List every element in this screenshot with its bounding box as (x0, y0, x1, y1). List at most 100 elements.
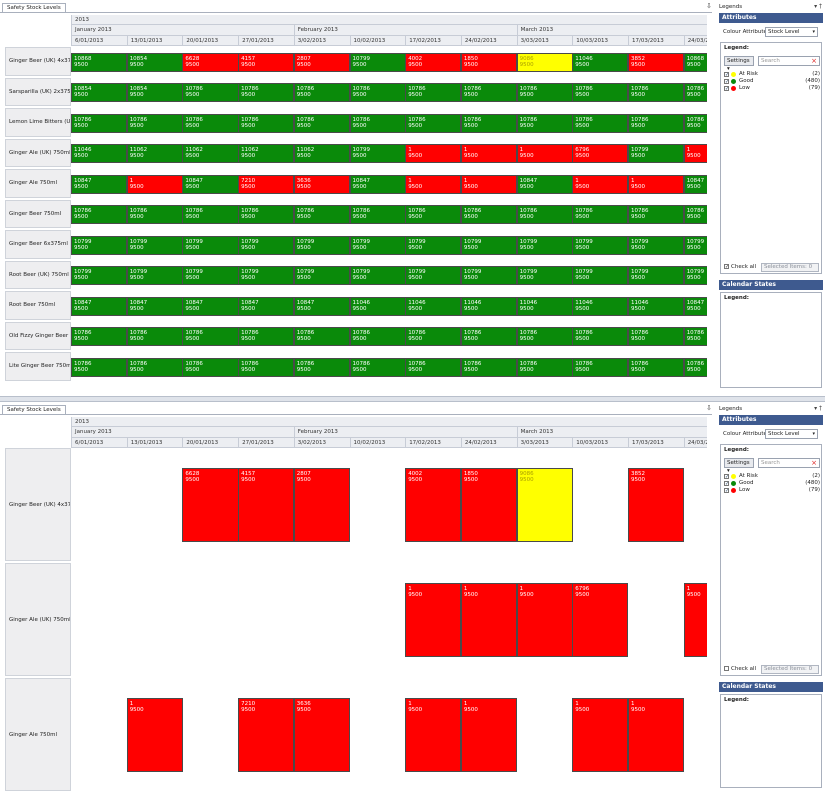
resource-row-label[interactable]: Ginger Ale (UK) 750ml (5, 138, 71, 167)
stock-block[interactable]: 1 9500 (628, 174, 685, 194)
stock-block[interactable]: 10799 9500 (460, 266, 518, 285)
stock-block[interactable]: 11046 9500 (572, 52, 629, 72)
resource-row-label[interactable]: Ginger Beer 6x375ml (5, 230, 71, 259)
stock-block[interactable]: 10799 9500 (126, 266, 183, 285)
stock-block[interactable]: 10799 9500 (71, 266, 128, 285)
stock-block[interactable]: 10799 9500 (516, 266, 573, 285)
stock-block[interactable]: 10786 9500 (71, 327, 128, 346)
stock-block[interactable]: 10786 9500 (405, 83, 462, 102)
stock-block[interactable]: 1 9500 (516, 144, 573, 163)
resource-row-label[interactable]: Root Beer (UK) 750ml (5, 260, 71, 289)
stock-block[interactable]: 10786 9500 (349, 113, 406, 133)
stock-block[interactable]: 10786 9500 (238, 113, 295, 133)
stock-block[interactable]: 10847 9500 (516, 174, 573, 194)
panel-splitter[interactable] (0, 396, 825, 402)
stock-block[interactable]: 3636 9500 (293, 174, 350, 194)
stock-block[interactable]: 11062 9500 (182, 144, 239, 163)
selected-items-button[interactable]: Selected Items: 0 (761, 263, 819, 272)
stock-block[interactable]: 6628 9500 (182, 468, 239, 542)
checkbox[interactable]: ✓ (724, 481, 730, 487)
clear-icon[interactable]: × (811, 459, 817, 467)
stock-block[interactable]: 10847 9500 (293, 296, 350, 316)
stock-block[interactable]: 10786 9500 (516, 205, 573, 224)
checkbox[interactable]: ✓ (724, 474, 730, 480)
stock-block[interactable]: 10786 9500 (516, 83, 573, 102)
stock-block[interactable]: 10786 9500 (572, 327, 629, 346)
resource-row-label[interactable]: Root Beer 750ml (5, 291, 71, 320)
stock-block[interactable]: 2807 9500 (293, 52, 350, 72)
stock-block[interactable]: 10868 9500 (683, 52, 707, 72)
stock-block[interactable]: 10799 9500 (683, 235, 707, 255)
stock-block[interactable]: 10786 9500 (182, 113, 239, 133)
stock-block[interactable]: 10786 9500 (572, 113, 629, 133)
stock-block[interactable]: 11046 9500 (71, 144, 128, 163)
stock-block[interactable]: 3852 9500 (628, 468, 685, 542)
stock-block[interactable]: 10786 9500 (572, 83, 629, 102)
stock-block[interactable]: 10799 9500 (293, 235, 350, 255)
stock-block[interactable]: 1 9500 (572, 174, 629, 194)
stock-block[interactable]: 1 9500 (683, 144, 707, 163)
selected-items-button[interactable]: Selected Items: 0 (761, 665, 819, 674)
stock-block[interactable]: 10854 9500 (71, 83, 128, 102)
stock-block[interactable]: 9086 9500 (516, 52, 573, 72)
legend-item[interactable]: ✓ Low (79) (724, 85, 820, 92)
stock-block[interactable]: 10786 9500 (405, 205, 462, 224)
stock-block[interactable]: 1 9500 (516, 583, 573, 657)
colour-attribute-select[interactable]: Stock Level ▾ (765, 27, 818, 37)
stock-block[interactable]: 3636 9500 (293, 698, 350, 772)
stock-block[interactable]: 10786 9500 (460, 205, 518, 224)
stock-block[interactable]: 1 9500 (405, 174, 462, 194)
stock-block[interactable]: 4002 9500 (405, 468, 462, 542)
stock-block[interactable]: 6796 9500 (572, 583, 629, 657)
legend-item[interactable]: ✓ Good (480) (724, 480, 820, 487)
stock-block[interactable]: 7210 9500 (238, 698, 295, 772)
checkbox[interactable]: ✓ (724, 264, 730, 270)
stock-block[interactable]: 1 9500 (126, 698, 183, 772)
stock-block[interactable]: 10786 9500 (516, 113, 573, 133)
stock-block[interactable]: 10799 9500 (628, 144, 685, 163)
settings-button[interactable]: Settings ▾ (724, 458, 754, 474)
stock-block[interactable]: 10786 9500 (460, 83, 518, 102)
legend-item[interactable]: ✓ Low (79) (724, 487, 820, 494)
stock-block[interactable]: 10847 9500 (182, 296, 239, 316)
stock-block[interactable]: 10786 9500 (460, 113, 518, 133)
resource-row-label[interactable]: Old Fizzy Ginger Beer (UK (5, 321, 71, 350)
stock-block[interactable]: 1850 9500 (460, 468, 518, 542)
stock-block[interactable]: 10799 9500 (182, 266, 239, 285)
stock-block[interactable]: 1850 9500 (460, 52, 518, 72)
stock-block[interactable]: 4002 9500 (405, 52, 462, 72)
stock-block[interactable]: 1 9500 (572, 698, 629, 772)
stock-block[interactable]: 10799 9500 (349, 266, 406, 285)
stock-block[interactable]: 10786 9500 (126, 205, 183, 224)
stock-block[interactable]: 10847 9500 (683, 296, 707, 316)
check-all-checkbox[interactable]: ✓ Check all (724, 263, 756, 272)
stock-block[interactable]: 9086 9500 (516, 468, 573, 542)
stock-block[interactable]: 10786 9500 (683, 83, 707, 102)
stock-block[interactable]: 10786 9500 (349, 357, 406, 377)
stock-block[interactable]: 11046 9500 (572, 296, 629, 316)
stock-block[interactable]: 11046 9500 (516, 296, 573, 316)
stock-block[interactable]: 10799 9500 (349, 235, 406, 255)
stock-block[interactable]: 10786 9500 (71, 205, 128, 224)
stock-block[interactable]: 10786 9500 (182, 327, 239, 346)
pin-icon[interactable]: ▾ † (814, 3, 822, 10)
stock-block[interactable]: 10786 9500 (628, 113, 685, 133)
stock-block[interactable]: 10786 9500 (460, 357, 518, 377)
resource-row-label[interactable]: Ginger Ale 750ml (5, 169, 71, 198)
stock-block[interactable]: 10799 9500 (126, 235, 183, 255)
stock-block[interactable]: 10786 9500 (405, 327, 462, 346)
stock-block[interactable]: 10786 9500 (238, 327, 295, 346)
stock-block[interactable]: 10786 9500 (516, 357, 573, 377)
stock-block[interactable]: 6796 9500 (572, 144, 629, 163)
stock-block[interactable]: 10786 9500 (293, 83, 350, 102)
stock-block[interactable]: 6628 9500 (182, 52, 239, 72)
stock-block[interactable]: 10786 9500 (405, 357, 462, 377)
stock-block[interactable]: 10786 9500 (683, 205, 707, 224)
stock-block[interactable]: 10799 9500 (572, 266, 629, 285)
stock-block[interactable]: 10786 9500 (293, 113, 350, 133)
stock-block[interactable]: 1 9500 (683, 583, 707, 657)
stock-block[interactable]: 10786 9500 (71, 357, 128, 377)
view-tab[interactable]: Safety Stock Levels (2, 3, 66, 12)
stock-block[interactable]: 10799 9500 (349, 52, 406, 72)
stock-block[interactable]: 10854 9500 (126, 83, 183, 102)
